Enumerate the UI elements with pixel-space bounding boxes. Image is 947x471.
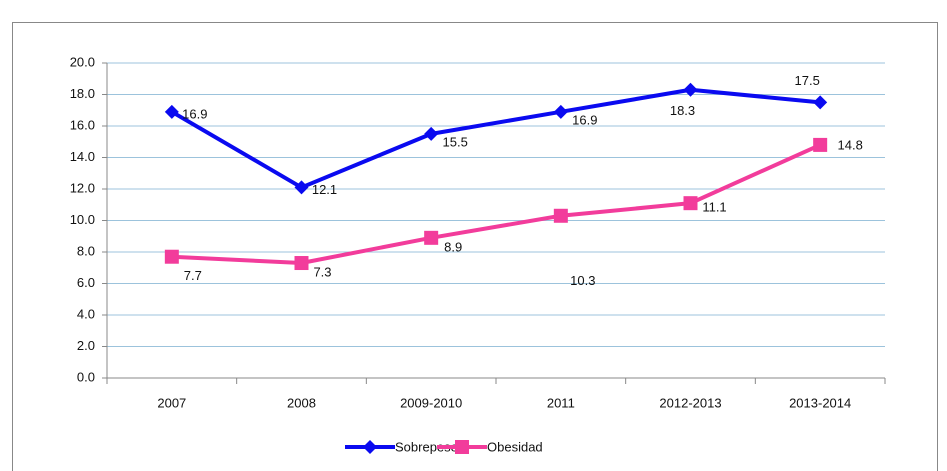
x-tick-label: 2013-2014 [789,395,851,410]
data-label: 10.3 [570,273,595,288]
y-tick-label: 14.0 [70,149,95,164]
x-tick-label: 2011 [547,395,575,410]
point [164,249,179,264]
y-tick-label: 20.0 [70,54,95,69]
x-tick-label: 2009-2010 [400,395,462,410]
y-tick-label: 18.0 [70,86,95,101]
data-label: 16.9 [182,106,207,121]
y-tick-label: 16.0 [70,117,95,132]
point [683,196,698,211]
point [553,104,568,119]
point [813,137,828,152]
point [455,440,469,454]
point [553,208,568,223]
y-tick-label: 12.0 [70,180,95,195]
data-label: 7.7 [184,268,202,283]
point [683,82,698,97]
data-label: 16.9 [572,112,597,127]
series-line [170,87,821,190]
point [813,95,828,110]
data-label: 14.8 [838,137,863,152]
legend-label: Sobrepeso [395,439,458,454]
data-label: 7.3 [313,264,331,279]
y-tick-label: 0.0 [77,369,95,384]
data-label: 11.1 [702,200,726,215]
point [363,440,377,454]
legend-label: Obesidad [487,439,543,454]
y-tick-label: 10.0 [70,212,95,227]
y-tick-label: 8.0 [77,243,95,258]
data-label: 8.9 [444,239,462,254]
point [164,104,179,119]
data-label: 15.5 [443,134,468,149]
x-tick-label: 2008 [287,395,316,410]
x-tick-label: 2007 [157,395,186,410]
series-line [171,143,821,266]
y-tick-label: 4.0 [77,306,95,321]
point [424,230,439,245]
point [294,180,309,195]
y-tick-label: 6.0 [77,275,95,290]
data-label: 12.1 [312,182,337,197]
x-tick-label: 2012-2013 [659,395,721,410]
data-label: 17.5 [795,73,820,88]
point [424,126,439,141]
y-tick-label: 2.0 [77,338,95,353]
data-label: 18.3 [670,103,695,118]
point [294,256,309,271]
